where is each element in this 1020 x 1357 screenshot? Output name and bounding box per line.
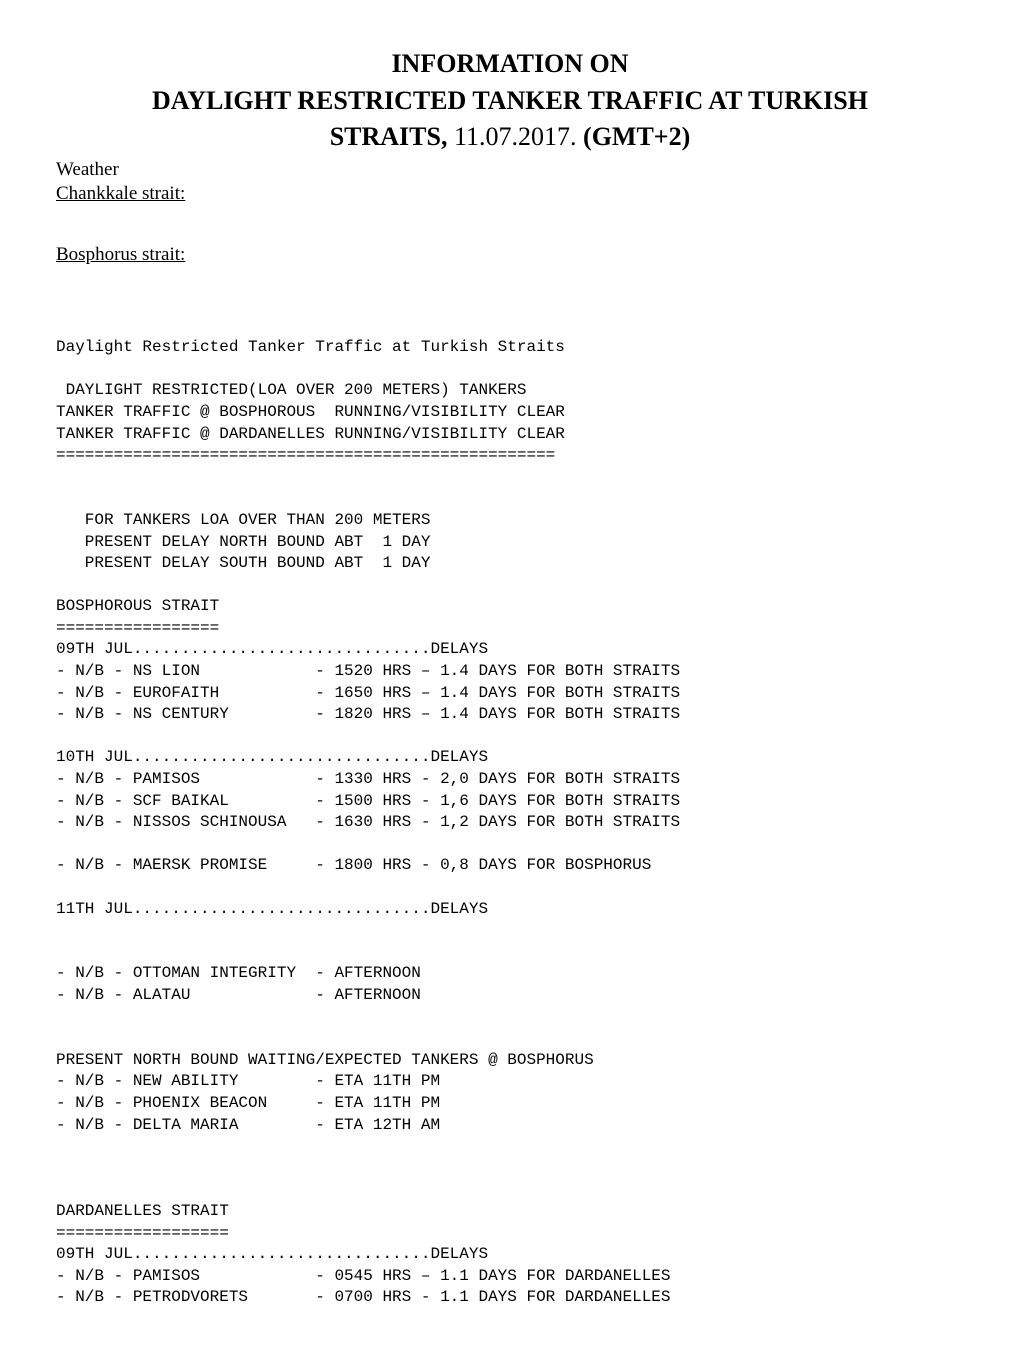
date-header-11: 11TH JUL...............................D… [56,900,488,918]
vessel-row: - N/B - SCF BAIKAL - 1500 HRS - 1,6 DAYS… [56,792,680,810]
delay-summary-3: PRESENT DELAY SOUTH BOUND ABT 1 DAY [56,554,430,572]
divider-line: ========================================… [56,446,555,464]
doc-title-line2: DAYLIGHT RESTRICTED TANKER TRAFFIC AT TU… [56,85,964,118]
doc-title-line1: INFORMATION ON [56,48,964,81]
date-header-dd09: 09TH JUL...............................D… [56,1245,488,1263]
doc-title-prefix: STRAITS, [330,122,454,151]
vessel-row: - N/B - DELTA MARIA - ETA 12TH AM [56,1116,440,1134]
waiting-section-title: PRESENT NORTH BOUND WAITING/EXPECTED TAN… [56,1051,594,1069]
vessel-row: - N/B - PETRODVORETS - 0700 HRS - 1.1 DA… [56,1288,671,1306]
restricted-line-1: DAYLIGHT RESTRICTED(LOA OVER 200 METERS)… [56,381,526,399]
restricted-line-3: TANKER TRAFFIC @ DARDANELLES RUNNING/VIS… [56,425,565,443]
intro-line: Daylight Restricted Tanker Traffic at Tu… [56,338,565,356]
weather-heading: Weather [56,158,964,183]
bosphorous-section-title: BOSPHOROUS STRAIT [56,597,219,615]
vessel-row: - N/B - ALATAU - AFTERNOON [56,986,421,1004]
vessel-row: - N/B - EUROFAITH - 1650 HRS – 1.4 DAYS … [56,684,680,702]
vessel-row: - N/B - OTTOMAN INTEGRITY - AFTERNOON [56,964,421,982]
doc-title-line3: STRAITS, 11.07.2017. (GMT+2) [56,121,964,154]
date-header-10: 10TH JUL...............................D… [56,748,488,766]
chankkale-strait-heading: Chankkale strait: [56,182,964,207]
bosphorous-section-divider: ================= [56,619,219,637]
dardanelles-section-title: DARDANELLES STRAIT [56,1202,229,1220]
restricted-line-2: TANKER TRAFFIC @ BOSPHOROUS RUNNING/VISI… [56,403,565,421]
vessel-row: - N/B - PHOENIX BEACON - ETA 11TH PM [56,1094,440,1112]
date-header-09: 09TH JUL...............................D… [56,640,488,658]
vessel-row: - N/B - NS CENTURY - 1820 HRS – 1.4 DAYS… [56,705,680,723]
vessel-row: - N/B - NS LION - 1520 HRS – 1.4 DAYS FO… [56,662,680,680]
dardanelles-section-divider: ================== [56,1224,229,1242]
report-body: Daylight Restricted Tanker Traffic at Tu… [56,316,964,1309]
delay-summary-2: PRESENT DELAY NORTH BOUND ABT 1 DAY [56,533,430,551]
vessel-row: - N/B - NEW ABILITY - ETA 11TH PM [56,1072,440,1090]
doc-title-date: 11.07.2017. [454,122,577,151]
vessel-row: - N/B - PAMISOS - 1330 HRS - 2,0 DAYS FO… [56,770,680,788]
vessel-row: - N/B - NISSOS SCHINOUSA - 1630 HRS - 1,… [56,813,680,831]
bosphorus-strait-heading: Bosphorus strait: [56,243,964,268]
vessel-row: - N/B - PAMISOS - 0545 HRS – 1.1 DAYS FO… [56,1267,671,1285]
vessel-row: - N/B - MAERSK PROMISE - 1800 HRS - 0,8 … [56,856,651,874]
delay-summary-1: FOR TANKERS LOA OVER THAN 200 METERS [56,511,430,529]
doc-title-tz: (GMT+2) [577,122,691,151]
